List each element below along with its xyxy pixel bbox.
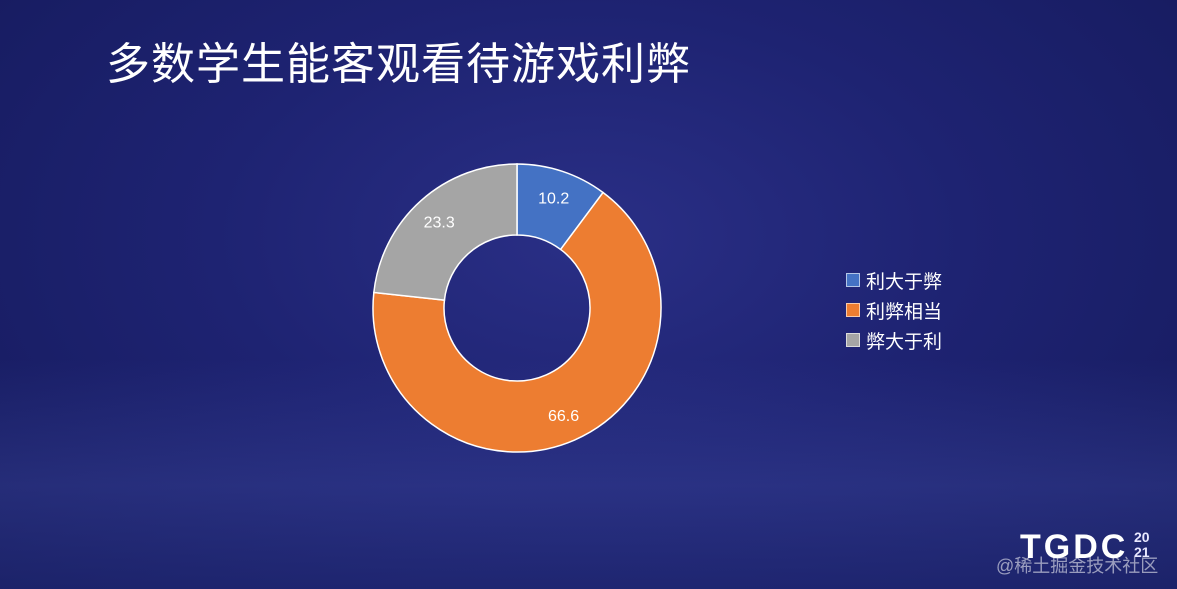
legend-label-2: 利弊相当: [866, 301, 943, 323]
legend-label-1: 利大于弊: [866, 271, 943, 293]
legend-label-3: 弊大于利: [866, 331, 943, 353]
legend-swatch-3: [846, 333, 860, 347]
data-label-1: 10.2: [538, 190, 569, 207]
legend-swatch-2: [846, 303, 860, 317]
legend-item-2: 利弊相当: [846, 295, 942, 325]
legend-item-1: 利大于弊: [846, 265, 942, 295]
tgdc-logo: TGDC: [1020, 528, 1129, 566]
legend-item-3: 弊大于利: [846, 325, 942, 355]
chart-legend: 利大于弊 利弊相当 弊大于利: [846, 265, 942, 355]
data-label-3: 23.3: [424, 214, 455, 231]
slide-title: 多数学生能客观看待游戏利弊: [106, 40, 691, 89]
logo-year-top: 20: [1134, 529, 1150, 545]
legend-swatch-1: [846, 273, 860, 287]
data-label-2: 66.6: [548, 408, 579, 425]
logo-year-bottom: 21: [1134, 544, 1150, 560]
donut-slice-2: [372, 191, 662, 453]
donut-slice-3: [373, 163, 518, 301]
tgdc-logo-year: 20 21: [1134, 530, 1150, 560]
watermark: @稀土掘金技术社区: [996, 556, 1159, 576]
